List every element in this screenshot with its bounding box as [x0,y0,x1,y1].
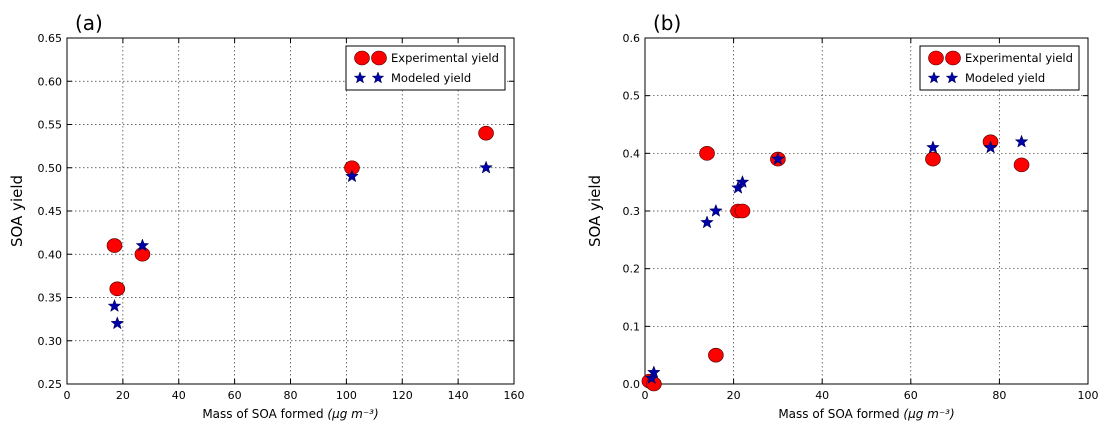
x-tick-label: 100 [1078,389,1099,402]
y-tick-label: 0.6 [623,32,641,45]
experimental-yield-point [109,281,126,297]
experimental-yield-point [708,347,724,363]
y-tick-label: 0.45 [38,205,63,218]
modeled-yield-point [731,180,745,194]
y-tick-label: 0.60 [38,75,63,88]
experimental-yield-point [106,238,123,253]
y-tick-label: 0.1 [623,320,641,333]
legend-marker-star [353,71,367,84]
y-axis-label: SOA yield [586,175,604,247]
modeled-yield-point [1014,134,1029,148]
x-axis-label-text: Mass of SOA formed [778,407,903,421]
y-tick-label: 0.40 [38,248,63,261]
panel-label: (b) [653,11,681,35]
chart-panel-b: (b) 0 20 40 60 80 100 0.0 0.1 0.2 0.3 0.4 0.5 0.6 SOA … [586,11,1099,421]
legend-marker-circle [354,50,370,66]
x-tick-label: 140 [448,389,469,402]
experimental-yield-point [1013,157,1030,173]
x-tick-label: 80 [992,389,1006,402]
x-tick-label: 40 [815,389,829,402]
x-tick-label: 60 [904,389,918,402]
legend-marker-star [945,71,959,84]
panel-label: (a) [75,11,103,35]
modeled-yield-point [735,174,750,189]
x-tick-label: 0 [642,389,649,402]
modeled-yield-point [771,151,785,165]
modeled-yield-point [647,365,661,379]
modeled-yield-point [926,140,940,154]
x-axis-label: Mass of SOA formed (μg m⁻³) [202,407,378,421]
x-tick-label: 0 [64,389,71,402]
x-axis-label: Mass of SOA formed (μg m⁻³) [778,407,954,421]
y-tick-label: 0.3 [623,205,641,218]
x-tick-label: 20 [116,389,130,402]
modeled-yield-point [135,238,150,252]
y-tick-label: 0.2 [623,263,641,276]
plot-frame [644,37,1089,385]
legend-marker-star [371,71,385,84]
x-axis-label-unit: (μg m⁻³) [327,407,378,421]
modeled-yield-point [345,169,359,183]
experimental-yield-point [925,151,941,167]
legend: Experimental yield Modeled yield [919,45,1080,91]
y-tick-label: 0.5 [623,90,641,103]
legend-label-experimental: Experimental yield [391,51,499,65]
experimental-yield-point [478,125,494,141]
legend-box [919,45,1080,91]
modeled-yield-point [700,215,714,229]
x-tick-label: 160 [504,389,525,402]
modeled-yield-point [107,298,122,312]
legend-marker-circle [371,50,387,66]
legend-label-experimental: Experimental yield [965,51,1073,65]
y-tick-label: 0.35 [38,292,63,305]
x-axis-label-unit: (μg m⁻³) [903,407,954,421]
y-tick-label: 0.55 [38,119,63,132]
legend-label-modeled: Modeled yield [965,71,1045,85]
y-tick-label: 0.65 [38,32,63,45]
x-tick-label: 100 [336,389,357,402]
plot-frame [66,37,515,385]
legend-label-modeled: Modeled yield [391,71,471,85]
chart-panel-a: (a) 0 20 40 60 80 100 120 140 160 0.25 0.30 0.35 0.40… [8,11,525,421]
legend-marker-star [927,71,941,84]
modeled-yield-point [709,203,723,217]
legend-box [345,45,506,91]
y-tick-label: 0.4 [623,147,641,160]
y-tick-label: 0.25 [38,378,63,391]
modeled-yield-point [110,316,125,330]
experimental-yield-point [734,203,751,219]
y-axis-label: SOA yield [8,175,26,247]
legend-marker-circle [945,50,961,66]
x-tick-label: 40 [172,389,186,402]
y-tick-label: 0.0 [623,378,641,391]
modeled-yield-point [983,140,998,154]
y-tick-label: 0.30 [38,335,63,348]
x-tick-label: 80 [284,389,298,402]
legend-marker-circle [928,50,944,66]
x-tick-label: 20 [727,389,741,402]
modeled-yield-point [479,160,493,174]
x-axis-label-text: Mass of SOA formed [202,407,327,421]
x-tick-label: 120 [392,389,413,402]
y-tick-label: 0.50 [38,162,63,175]
legend: Experimental yield Modeled yield [345,45,506,91]
x-tick-label: 60 [228,389,242,402]
experimental-yield-point [699,146,715,161]
experimental-yield-point [134,246,151,262]
